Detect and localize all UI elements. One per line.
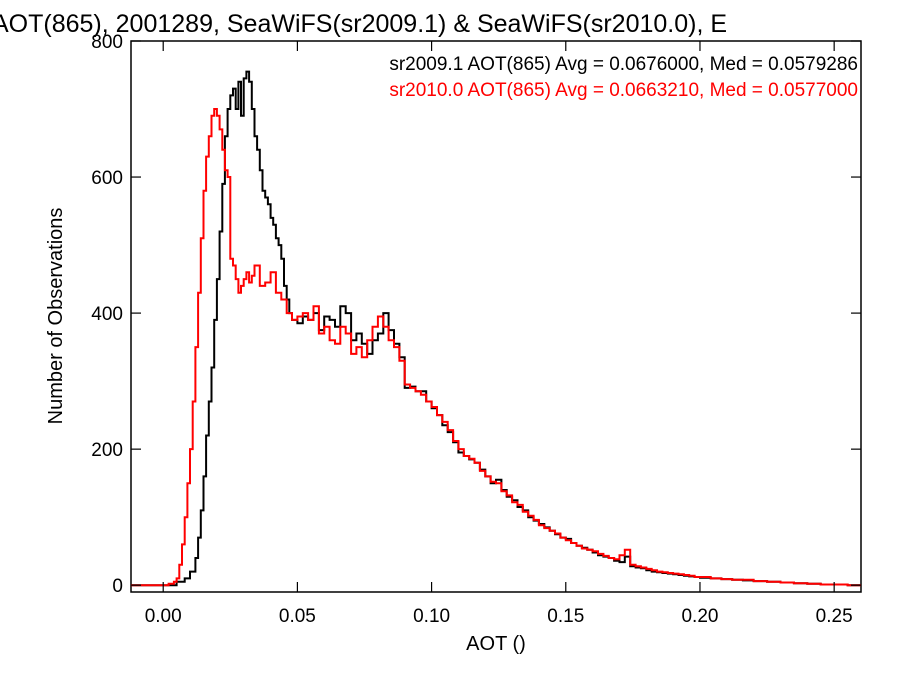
y-axis-label: Number of Observations	[45, 208, 67, 425]
x-tick-label: 0.20	[681, 606, 718, 627]
plot-frame	[130, 40, 862, 593]
x-tick-label: 0.00	[145, 606, 182, 627]
y-tick-label: 600	[91, 168, 123, 189]
y-tick-label: 0	[112, 576, 123, 597]
x-tick-label: 0.05	[279, 606, 316, 627]
x-tick-label: 0.10	[413, 606, 450, 627]
series-line-sr2009-1	[131, 70, 861, 587]
x-tick-label: 0.15	[547, 606, 584, 627]
y-tick-label: 800	[91, 32, 123, 53]
x-axis-label: AOT ()	[466, 633, 526, 655]
legend: sr2009.1 AOT(865) Avg = 0.0676000, Med =…	[389, 54, 858, 101]
y-tick-label: 400	[91, 304, 123, 325]
series-line-sr2010-0	[131, 108, 861, 587]
series-layer	[131, 70, 861, 587]
legend-entry-sr2009-1: sr2009.1 AOT(865) Avg = 0.0676000, Med =…	[389, 54, 858, 75]
x-tick-label: 0.25	[816, 606, 853, 627]
legend-entry-sr2010-0: sr2010.0 AOT(865) Avg = 0.0663210, Med =…	[389, 80, 858, 101]
plot-area: 0.00 0.05 0.10 0.15 0.20 0.25 0 200 400 600 800	[91, 32, 862, 627]
ticks-layer: 0.00 0.05 0.10 0.15 0.20 0.25 0 200 400 600 800	[91, 32, 861, 627]
y-tick-label: 200	[91, 440, 123, 461]
chart-title: AOT(865), 2001289, SeaWiFS(sr2009.1) & S…	[0, 10, 727, 38]
